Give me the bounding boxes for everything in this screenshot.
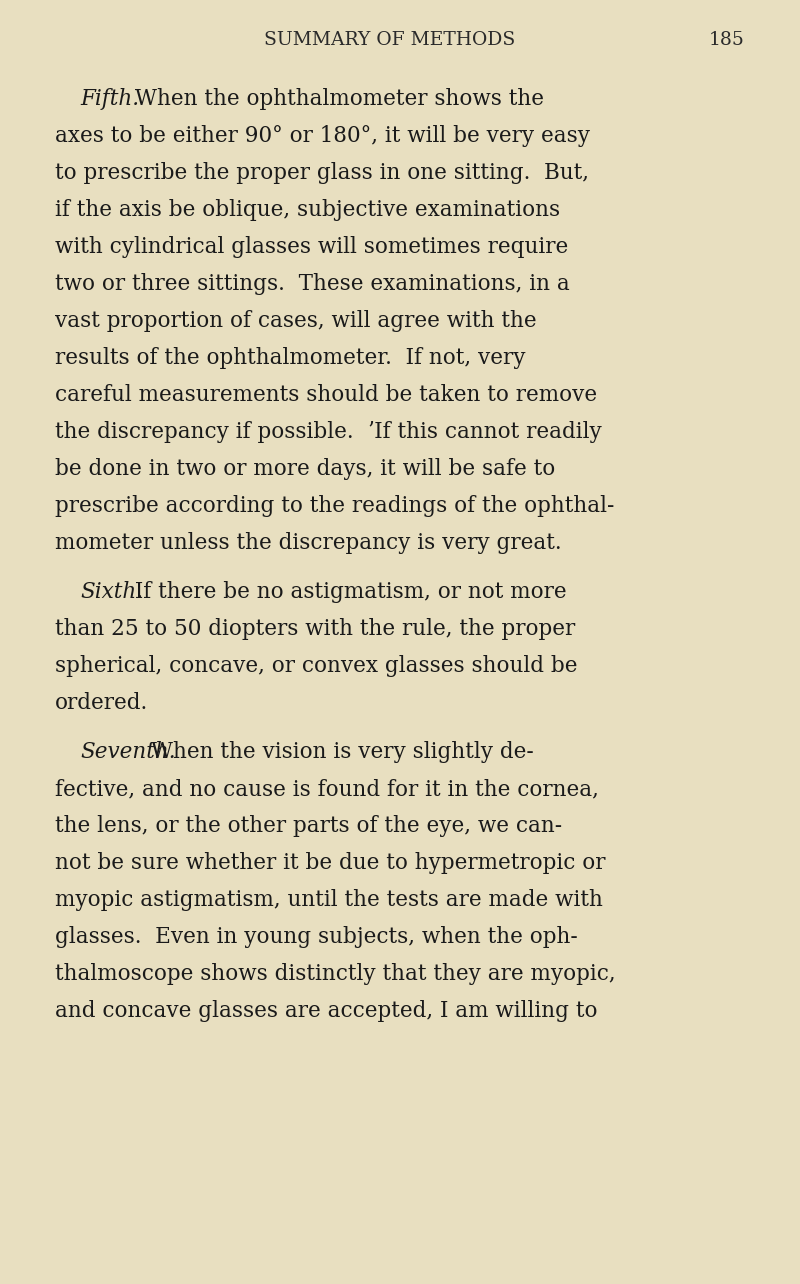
Text: glasses.  Even in young subjects, when the oph-: glasses. Even in young subjects, when th… [55,926,578,948]
Text: and concave glasses are accepted, I am willing to: and concave glasses are accepted, I am w… [55,1000,598,1022]
Text: myopic astigmatism, until the tests are made with: myopic astigmatism, until the tests are … [55,889,603,912]
Text: Fifth.: Fifth. [80,89,139,110]
Text: not be sure whether it be due to hypermetropic or: not be sure whether it be due to hyperme… [55,853,606,874]
Text: if the axis be oblique, subjective examinations: if the axis be oblique, subjective exami… [55,199,560,221]
Text: When the ophthalmometer shows the: When the ophthalmometer shows the [128,89,544,110]
Text: vast proportion of cases, will agree with the: vast proportion of cases, will agree wit… [55,309,537,333]
Text: Sixth.: Sixth. [80,580,143,603]
Text: careful measurements should be taken to remove: careful measurements should be taken to … [55,384,597,406]
Text: If there be no astigmatism, or not more: If there be no astigmatism, or not more [128,580,567,603]
Text: than 25 to 50 diopters with the rule, the proper: than 25 to 50 diopters with the rule, th… [55,618,575,639]
Text: thalmoscope shows distinctly that they are myopic,: thalmoscope shows distinctly that they a… [55,963,616,985]
Text: prescribe according to the readings of the ophthal-: prescribe according to the readings of t… [55,496,614,517]
Text: to prescribe the proper glass in one sitting.  But,: to prescribe the proper glass in one sit… [55,162,589,184]
Text: ordered.: ordered. [55,692,148,714]
Text: be done in two or more days, it will be safe to: be done in two or more days, it will be … [55,458,555,480]
Text: spherical, concave, or convex glasses should be: spherical, concave, or convex glasses sh… [55,655,578,677]
Text: two or three sittings.  These examinations, in a: two or three sittings. These examination… [55,273,570,295]
Text: 185: 185 [709,31,745,49]
Text: the lens, or the other parts of the eye, we can-: the lens, or the other parts of the eye,… [55,815,562,837]
Text: Seventh.: Seventh. [80,741,176,763]
Text: results of the ophthalmometer.  If not, very: results of the ophthalmometer. If not, v… [55,347,526,369]
Text: axes to be either 90° or 180°, it will be very easy: axes to be either 90° or 180°, it will b… [55,125,590,146]
Text: SUMMARY OF METHODS: SUMMARY OF METHODS [264,31,516,49]
Text: fective, and no cause is found for it in the cornea,: fective, and no cause is found for it in… [55,778,599,800]
Text: with cylindrical glasses will sometimes require: with cylindrical glasses will sometimes … [55,236,568,258]
Text: the discrepancy if possible.  ʼIf this cannot readily: the discrepancy if possible. ʼIf this ca… [55,421,602,443]
Text: mometer unless the discrepancy is very great.: mometer unless the discrepancy is very g… [55,532,562,553]
Text: When the vision is very slightly de-: When the vision is very slightly de- [145,741,534,763]
